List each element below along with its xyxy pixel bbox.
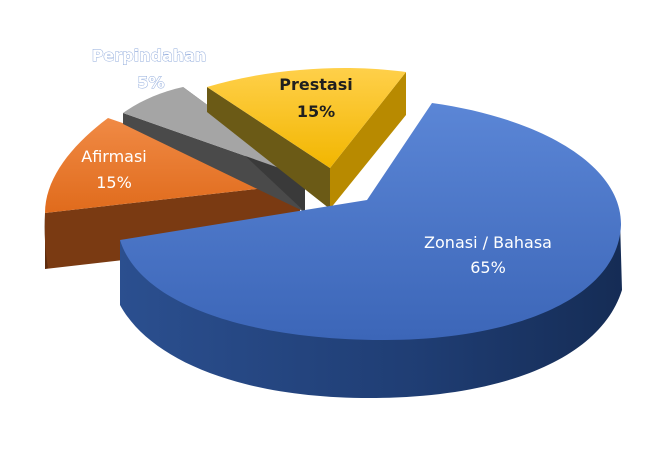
slice-value-zonasi-bahasa: 65% <box>470 258 506 277</box>
slice-prestasi-side-left <box>207 87 330 209</box>
slice-zonasi-bahasa <box>120 103 622 398</box>
slice-label-prestasi: Prestasi <box>279 75 352 94</box>
slice-perpindahan-top <box>123 87 305 177</box>
slice-value-prestasi: 15% <box>297 102 335 121</box>
slice-label-afirmasi: Afirmasi <box>81 147 147 166</box>
slice-label-zonasi-bahasa: Zonasi / Bahasa <box>424 233 552 252</box>
slice-prestasi-top <box>207 68 406 168</box>
slice-zonasi-bahasa-top <box>120 103 622 340</box>
slice-afirmasi-top <box>45 118 300 213</box>
slice-afirmasi-side-outer <box>44 213 48 269</box>
slice-label-perpindahan: Perpindahan <box>92 46 207 65</box>
slice-afirmasi-side-front <box>45 184 300 269</box>
slice-zonasi-bahasa-side <box>120 220 622 398</box>
slice-prestasi <box>207 68 406 209</box>
slice-perpindahan <box>123 87 305 212</box>
slice-perpindahan-side-left <box>123 113 305 212</box>
slice-value-perpindahan: 5% <box>137 73 164 92</box>
slice-afirmasi <box>44 118 300 269</box>
slice-prestasi-side-right <box>330 72 406 209</box>
slice-value-afirmasi: 15% <box>96 173 132 192</box>
